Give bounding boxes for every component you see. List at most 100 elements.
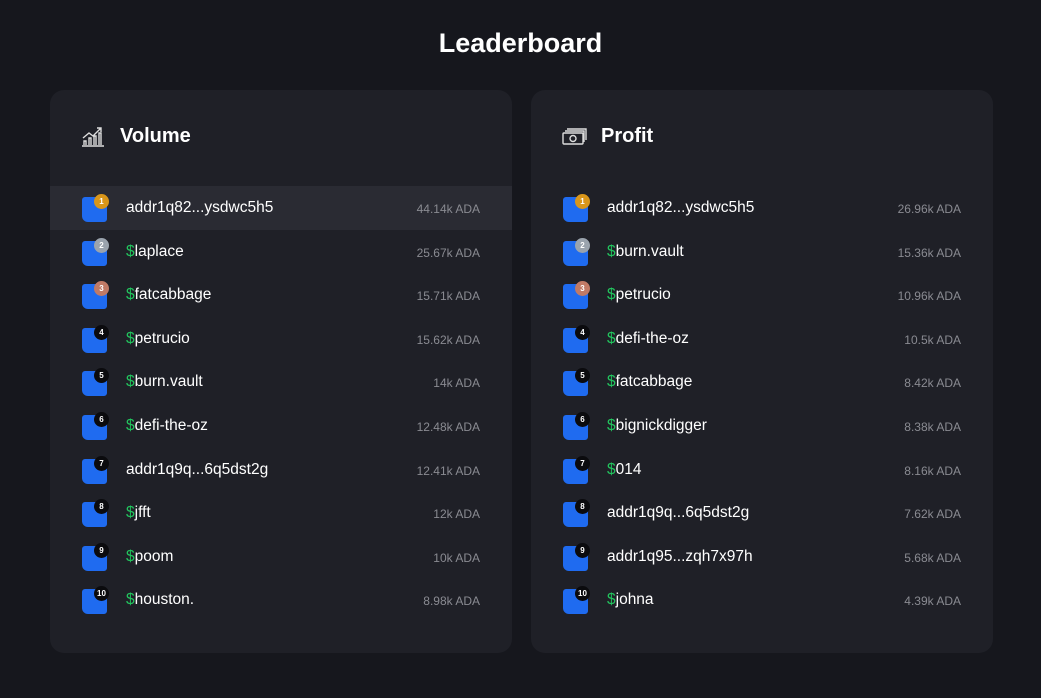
rank-badge: 6 bbox=[575, 411, 590, 427]
name-text: addr1q82...ysdwc5h5 bbox=[126, 199, 274, 216]
user-name: $defi-the-oz bbox=[126, 417, 208, 435]
name-text: houston. bbox=[134, 591, 195, 609]
rank-badge: 9 bbox=[94, 542, 109, 558]
rank-badge: 4 bbox=[94, 324, 109, 340]
name-text: fatcabbage bbox=[134, 286, 212, 304]
amount: 44.14k ADA bbox=[416, 202, 480, 216]
handle-prefix: $ bbox=[126, 373, 135, 391]
leaderboard-row: 5 $burn.vault 14k ADA bbox=[50, 360, 512, 404]
amount: 5.68k ADA bbox=[904, 550, 961, 565]
name-text: burn.vault bbox=[615, 242, 684, 260]
name-text: defi-the-oz bbox=[134, 416, 208, 434]
leaderboard-row: 6 $defi-the-oz 12.48k ADA bbox=[50, 404, 512, 448]
name-text: petrucio bbox=[615, 286, 671, 304]
rank-badge: 4 bbox=[575, 324, 590, 340]
leaderboard-row: 7 $014 8.16k ADA bbox=[531, 448, 993, 492]
user-name: $petrucio bbox=[126, 330, 190, 348]
handle-prefix: $ bbox=[126, 416, 135, 434]
handle-prefix: $ bbox=[126, 242, 135, 260]
leaderboard-row: 2 $burn.vault 15.36k ADA bbox=[531, 230, 993, 274]
user-name: $burn.vault bbox=[607, 243, 684, 261]
handle-prefix: $ bbox=[126, 591, 135, 609]
leaderboard-row: 6 $bignickdigger 8.38k ADA bbox=[531, 404, 993, 448]
leaderboard-row: 5 $fatcabbage 8.42k ADA bbox=[531, 360, 993, 404]
user-name: addr1q9q...6q5dst2g bbox=[126, 461, 268, 479]
leaderboard-row: 3 $petrucio 10.96k ADA bbox=[531, 273, 993, 317]
handle-prefix: $ bbox=[607, 416, 616, 434]
panel-header: Profit bbox=[561, 124, 653, 148]
leaderboard-row: 10 $johna 4.39k ADA bbox=[531, 578, 993, 622]
handle-prefix: $ bbox=[607, 286, 616, 304]
leaderboard-row: 1 addr1q82...ysdwc5h5 26.96k ADA bbox=[531, 186, 993, 230]
name-text: fatcabbage bbox=[615, 373, 693, 391]
rank-badge: 1 bbox=[575, 194, 590, 209]
user-name: addr1q82...ysdwc5h5 bbox=[607, 199, 754, 217]
rows: 1 addr1q82...ysdwc5h5 26.96k ADA 2 $burn.vau… bbox=[531, 186, 993, 622]
panel-title: Volume bbox=[120, 124, 191, 147]
amount: 14k ADA bbox=[433, 376, 480, 391]
name-text: burn.vault bbox=[134, 373, 203, 391]
user-name: $houston. bbox=[126, 591, 194, 609]
handle-prefix: $ bbox=[607, 460, 616, 478]
amount: 15.62k ADA bbox=[416, 332, 480, 347]
rank-badge: 9 bbox=[575, 542, 590, 558]
handle-prefix: $ bbox=[126, 329, 135, 347]
name-text: addr1q82...ysdwc5h5 bbox=[607, 199, 755, 216]
user-name: $petrucio bbox=[607, 286, 671, 304]
leaderboard-row: 7 addr1q9q...6q5dst2g 12.41k ADA bbox=[50, 448, 512, 492]
amount: 8.42k ADA bbox=[904, 376, 961, 391]
chart-icon bbox=[82, 127, 104, 147]
profit-panel: Profit 1 addr1q82...ysdwc5h5 26.96k ADA 2 $b… bbox=[531, 90, 993, 653]
leaderboard-row: 8 addr1q9q...6q5dst2g 7.62k ADA bbox=[531, 491, 993, 535]
amount: 10.5k ADA bbox=[904, 332, 961, 347]
name-text: laplace bbox=[134, 242, 184, 260]
leaderboard-row: 10 $houston. 8.98k ADA bbox=[50, 578, 512, 622]
user-name: addr1q82...ysdwc5h5 bbox=[126, 199, 273, 217]
rank-badge: 5 bbox=[575, 368, 590, 384]
user-name: $poom bbox=[126, 548, 173, 566]
leaderboard-row: 9 $poom 10k ADA bbox=[50, 535, 512, 579]
amount: 10.96k ADA bbox=[897, 289, 961, 304]
name-text: 014 bbox=[615, 460, 642, 478]
user-name: $burn.vault bbox=[126, 373, 203, 391]
leaderboard-row: 3 $fatcabbage 15.71k ADA bbox=[50, 273, 512, 317]
name-text: addr1q9q...6q5dst2g bbox=[126, 460, 269, 478]
rank-badge: 6 bbox=[94, 411, 109, 427]
rank-badge: 8 bbox=[94, 499, 109, 515]
amount: 15.36k ADA bbox=[897, 245, 961, 260]
rank-badge: 1 bbox=[94, 194, 109, 209]
rank-badge: 2 bbox=[94, 237, 109, 253]
handle-prefix: $ bbox=[126, 286, 135, 304]
leaderboard-row: 2 $laplace 25.67k ADA bbox=[50, 230, 512, 274]
user-name: $fatcabbage bbox=[126, 286, 211, 304]
user-name: $johna bbox=[607, 591, 654, 609]
amount: 7.62k ADA bbox=[904, 507, 961, 522]
leaderboard-row: 4 $petrucio 15.62k ADA bbox=[50, 317, 512, 361]
name-text: defi-the-oz bbox=[615, 329, 689, 347]
rank-badge: 3 bbox=[94, 281, 109, 297]
name-text: addr1q9q...6q5dst2g bbox=[607, 504, 750, 522]
user-name: $laplace bbox=[126, 243, 184, 261]
amount: 12k ADA bbox=[433, 507, 480, 522]
rank-badge: 10 bbox=[94, 586, 109, 602]
leaderboard-row: 1 addr1q82...ysdwc5h5 44.14k ADA bbox=[50, 186, 512, 230]
leaderboard-row: 4 $defi-the-oz 10.5k ADA bbox=[531, 317, 993, 361]
amount: 8.16k ADA bbox=[904, 463, 961, 478]
handle-prefix: $ bbox=[607, 373, 616, 391]
name-text: poom bbox=[134, 547, 174, 565]
handle-prefix: $ bbox=[607, 329, 616, 347]
amount: 26.96k ADA bbox=[897, 202, 961, 216]
rank-badge: 5 bbox=[94, 368, 109, 384]
amount: 15.71k ADA bbox=[416, 289, 480, 304]
leaderboard-row: 8 $jfft 12k ADA bbox=[50, 491, 512, 535]
volume-panel: Volume 1 addr1q82...ysdwc5h5 44.14k ADA 2 $l… bbox=[50, 90, 512, 653]
rank-badge: 10 bbox=[575, 586, 590, 602]
panel-header: Volume bbox=[80, 124, 191, 148]
user-name: addr1q9q...6q5dst2g bbox=[607, 504, 749, 522]
user-name: $014 bbox=[607, 461, 642, 479]
amount: 4.39k ADA bbox=[904, 594, 961, 609]
name-text: addr1q95...zqh7x97h bbox=[607, 547, 753, 565]
name-text: bignickdigger bbox=[615, 416, 707, 434]
rows: 1 addr1q82...ysdwc5h5 44.14k ADA 2 $laplace 2… bbox=[50, 186, 512, 622]
